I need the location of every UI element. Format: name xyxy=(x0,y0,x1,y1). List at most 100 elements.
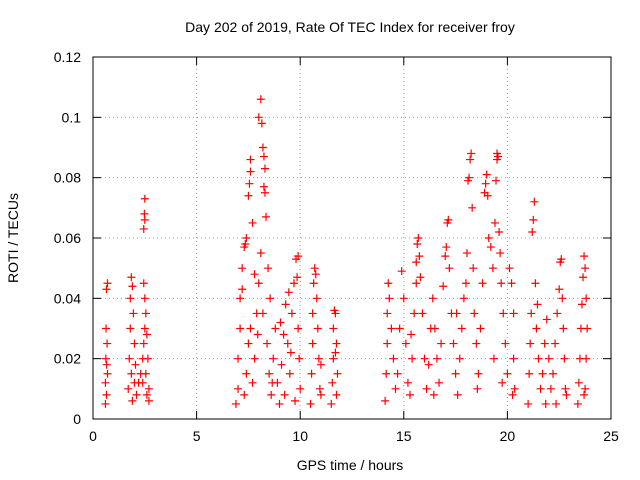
data-point xyxy=(495,227,504,236)
data-point xyxy=(241,240,250,249)
data-point xyxy=(577,300,586,309)
chart-title: Day 202 of 2019, Rate Of TEC Index for r… xyxy=(185,19,515,35)
data-point xyxy=(128,396,137,405)
data-point xyxy=(262,212,271,221)
data-point xyxy=(498,378,507,387)
data-point xyxy=(125,354,134,363)
data-point xyxy=(144,384,153,393)
data-point xyxy=(422,384,431,393)
data-point xyxy=(403,378,412,387)
data-point xyxy=(524,399,533,408)
data-point xyxy=(138,378,147,387)
data-point xyxy=(483,191,492,200)
data-point xyxy=(538,369,547,378)
data-point xyxy=(259,152,268,161)
data-point xyxy=(248,378,257,387)
x-tick-label: 10 xyxy=(292,428,308,444)
data-point xyxy=(469,264,478,273)
data-point xyxy=(510,384,519,393)
data-point xyxy=(265,369,274,378)
data-point xyxy=(236,324,245,333)
data-point xyxy=(534,354,543,363)
data-point xyxy=(102,390,111,399)
data-point xyxy=(531,279,540,288)
data-point xyxy=(407,330,416,339)
data-point xyxy=(132,390,141,399)
data-point xyxy=(140,324,149,333)
data-point xyxy=(580,252,589,261)
data-point xyxy=(393,369,402,378)
data-point xyxy=(476,324,485,333)
data-point xyxy=(250,270,259,279)
data-point xyxy=(264,264,273,273)
data-point xyxy=(126,294,135,303)
data-point xyxy=(294,324,303,333)
data-point xyxy=(382,369,391,378)
data-point xyxy=(399,294,408,303)
data-point xyxy=(553,309,562,318)
data-point xyxy=(269,354,278,363)
data-point xyxy=(332,390,341,399)
data-point xyxy=(527,309,536,318)
data-point xyxy=(294,252,303,261)
data-point xyxy=(397,267,406,276)
data-point xyxy=(286,348,295,357)
data-point xyxy=(551,339,560,348)
data-point xyxy=(333,369,342,378)
data-point xyxy=(424,360,433,369)
data-point xyxy=(329,354,338,363)
data-point xyxy=(236,294,245,303)
data-point xyxy=(260,164,269,173)
data-point xyxy=(285,369,294,378)
data-point xyxy=(140,194,149,203)
y-tick-label: 0.1 xyxy=(62,109,82,125)
data-point xyxy=(490,218,499,227)
data-point xyxy=(259,182,268,191)
data-point xyxy=(560,354,569,363)
data-point xyxy=(381,396,390,405)
data-point xyxy=(331,348,340,357)
data-point xyxy=(536,384,545,393)
data-point xyxy=(503,369,512,378)
data-point xyxy=(581,264,590,273)
data-point xyxy=(253,330,262,339)
data-point xyxy=(494,152,503,161)
data-point xyxy=(548,369,557,378)
data-point xyxy=(231,399,240,408)
data-point xyxy=(280,390,289,399)
data-point xyxy=(499,309,508,318)
data-point xyxy=(246,324,255,333)
data-point xyxy=(296,384,305,393)
data-point xyxy=(142,390,151,399)
data-point xyxy=(254,113,263,122)
data-point xyxy=(451,369,460,378)
data-point xyxy=(258,309,267,318)
data-point xyxy=(413,240,422,249)
data-point xyxy=(275,399,284,408)
data-point xyxy=(102,360,111,369)
data-point xyxy=(260,188,269,197)
data-point xyxy=(444,215,453,224)
data-point xyxy=(254,279,263,288)
data-point xyxy=(257,119,266,128)
data-point xyxy=(129,309,138,318)
data-point xyxy=(258,143,267,152)
data-point xyxy=(139,339,148,348)
data-point xyxy=(530,197,539,206)
data-point xyxy=(130,339,139,348)
data-point xyxy=(127,273,136,282)
data-point xyxy=(552,399,561,408)
data-point xyxy=(124,384,133,393)
data-point xyxy=(238,264,247,273)
data-point xyxy=(501,339,510,348)
data-point xyxy=(103,369,112,378)
data-point xyxy=(311,270,320,279)
data-point xyxy=(391,384,400,393)
data-point xyxy=(101,354,110,363)
data-point xyxy=(328,378,337,387)
data-point xyxy=(541,399,550,408)
ticks: 0 5 10 15 20 25 0 0.02 0.04 0.06 0.08 0.1 0.12 xyxy=(54,49,619,444)
data-point xyxy=(453,390,462,399)
data-point xyxy=(242,234,251,242)
data-point xyxy=(316,390,325,399)
